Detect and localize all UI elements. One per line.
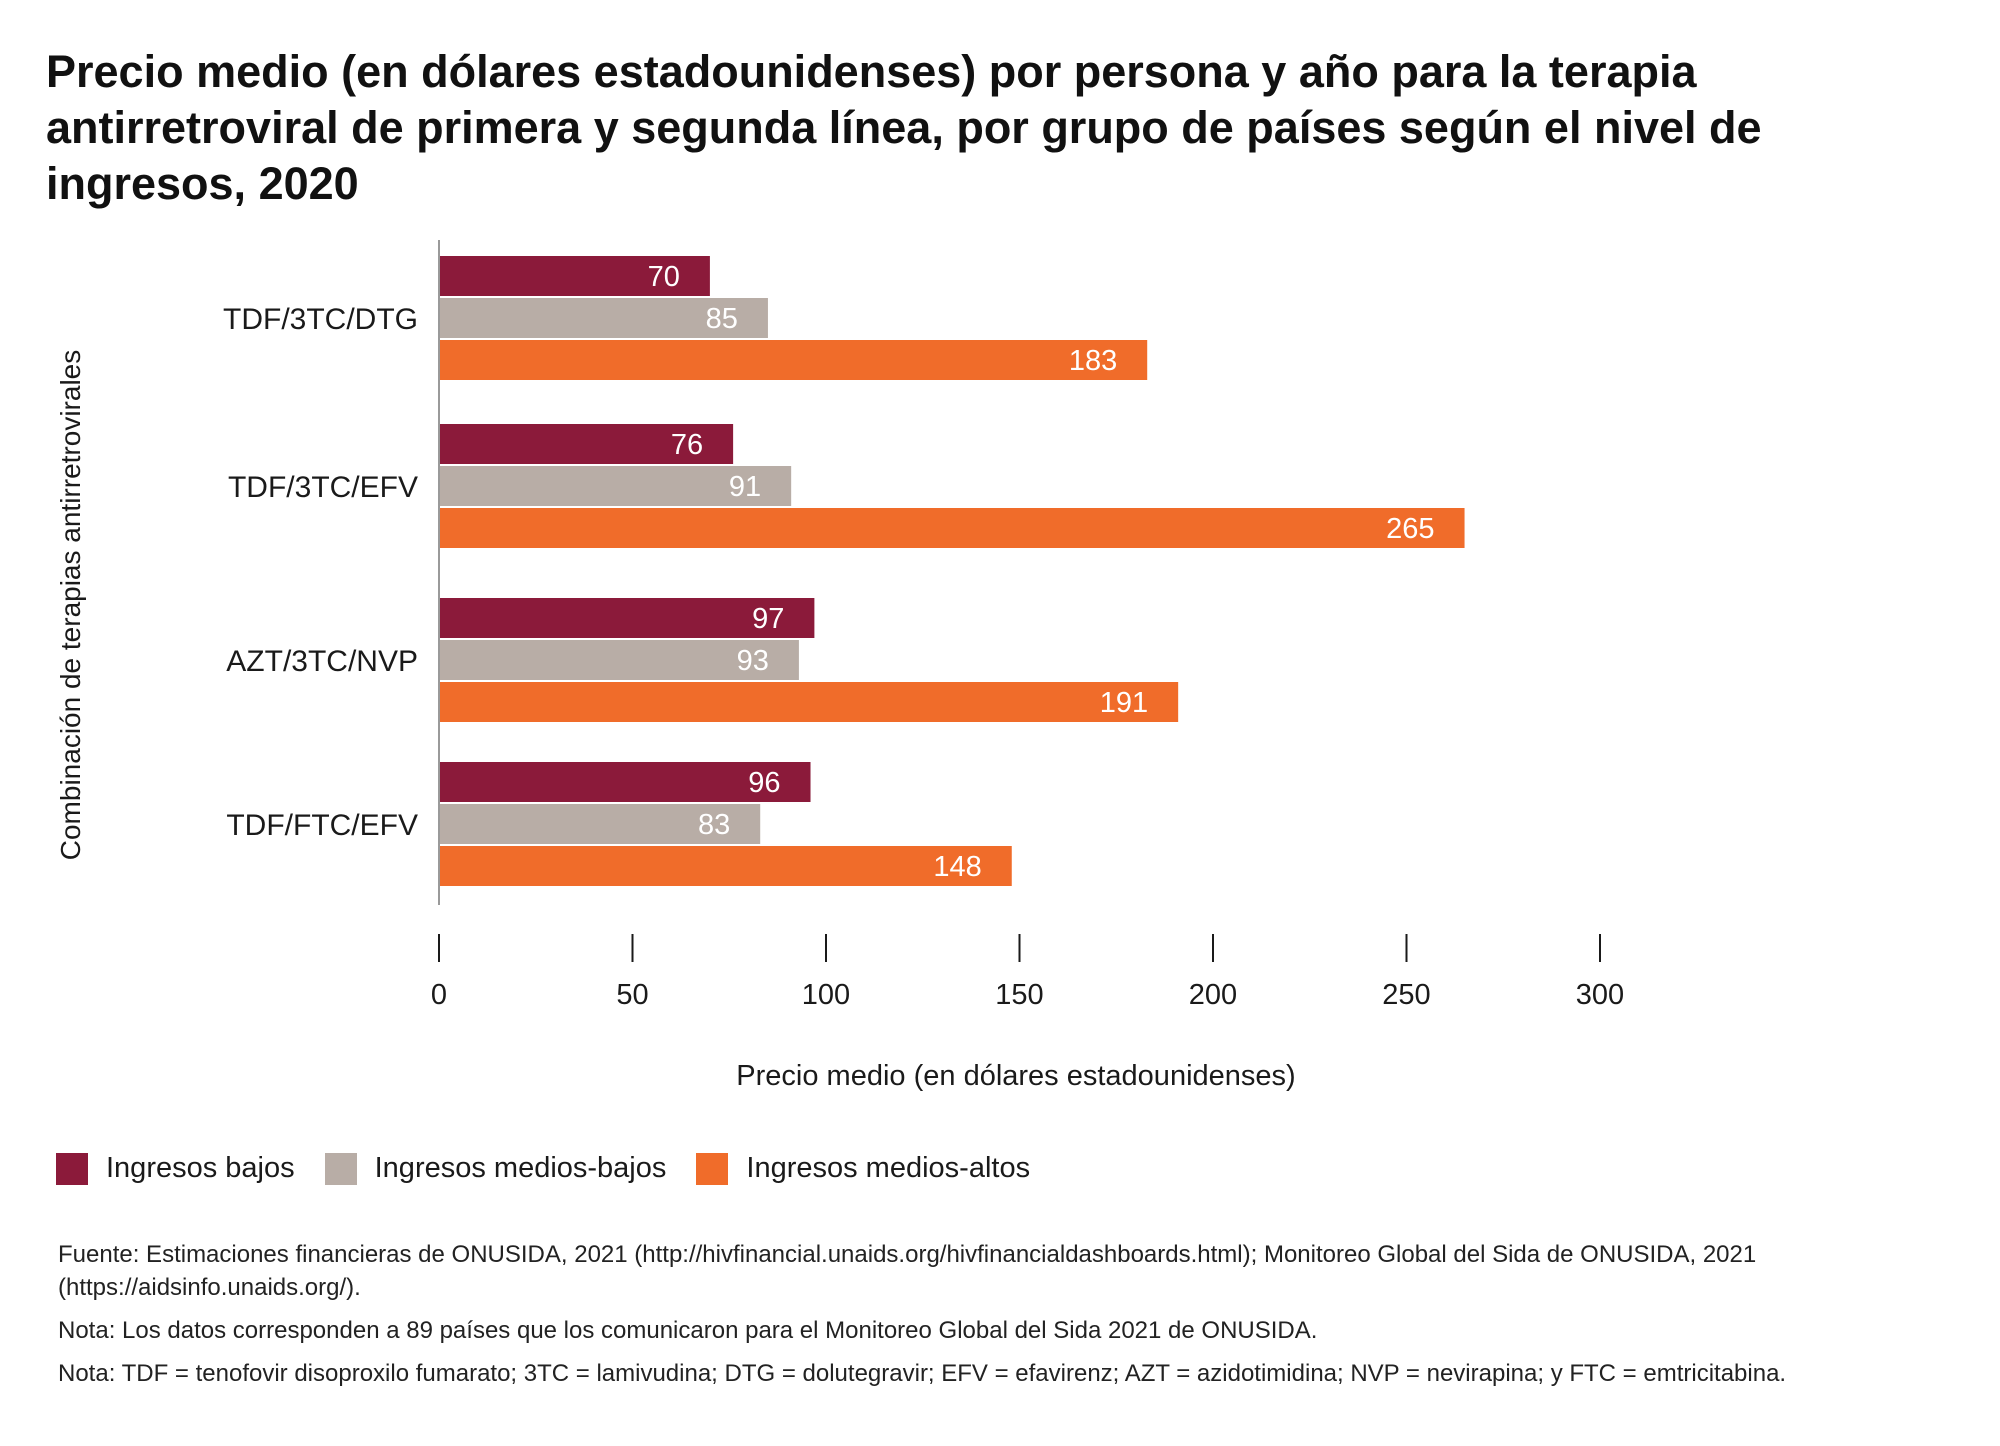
bar [439,804,761,844]
data-label: 148 [933,851,981,883]
legend-swatch [696,1152,729,1185]
data-note: Nota: Los datos corresponden a 89 países… [58,1317,1318,1344]
legend-swatch [56,1152,88,1185]
bar [439,682,1179,722]
legend-item-ingresos-medios-altos: Ingresos medios-altos [696,1152,1030,1185]
legend-swatch [324,1152,357,1185]
bar [439,846,1012,886]
category-label: TDF/FTC/EFV [226,809,418,842]
data-label: 91 [729,471,761,503]
data-label: 96 [748,767,780,799]
data-label: 70 [648,261,680,293]
bar [439,298,768,338]
bar [439,640,799,680]
category-label: TDF/3TC/DTG [223,303,418,336]
legend-label: Ingresos bajos [106,1152,295,1184]
bar [439,256,710,296]
data-label: 265 [1386,513,1434,545]
abbreviations-note: Nota: TDF = tenofovir disoproxilo fumara… [58,1360,1787,1387]
data-label: 183 [1069,345,1117,377]
data-label: 85 [706,303,738,335]
legend: Ingresos bajos Ingresos medios-bajos Ing… [56,1152,1060,1185]
bar [439,424,734,464]
data-label: 93 [737,645,769,677]
x-tick-label: 0 [431,979,447,1011]
x-tick-label: 250 [1382,979,1430,1011]
x-tick-label: 100 [802,979,850,1011]
bar [439,508,1465,548]
x-tick-label: 50 [616,979,648,1011]
category-label: AZT/3TC/NVP [226,645,418,678]
data-label: 76 [671,429,703,461]
legend-label: Ingresos medios-bajos [374,1152,667,1184]
legend-label: Ingresos medios-altos [746,1152,1031,1184]
chart-title: Precio medio (en dólares estadounidenses… [46,46,1762,209]
bar [439,340,1148,380]
source-note: Fuente: Estimaciones financieras de ONUS… [58,1241,1757,1301]
bar [439,598,815,638]
bar-chart: 70 85 183 TDF/3TC/DTG 76 91 265 TDF/3TC/EFV 97 93… [55,240,1624,1092]
data-label: 83 [698,809,730,841]
x-tick-label: 300 [1576,979,1624,1011]
x-tick-label: 200 [1189,979,1237,1011]
y-axis-title: Combinación de terapias antirretrovirale… [55,350,86,860]
bar [439,466,792,506]
x-tick-label: 150 [995,979,1043,1011]
data-label: 191 [1100,687,1148,719]
legend-item-ingresos-medios-bajos: Ingresos medios-bajos [324,1152,667,1185]
data-label: 97 [752,603,784,635]
bar [439,762,811,802]
legend-item-ingresos-bajos: Ingresos bajos [56,1152,295,1185]
category-label: TDF/3TC/EFV [228,471,418,504]
chart-notes: Fuente: Estimaciones financieras de ONUS… [58,1238,1938,1400]
x-axis-title: Precio medio (en dólares estadounidenses… [736,1060,1295,1092]
